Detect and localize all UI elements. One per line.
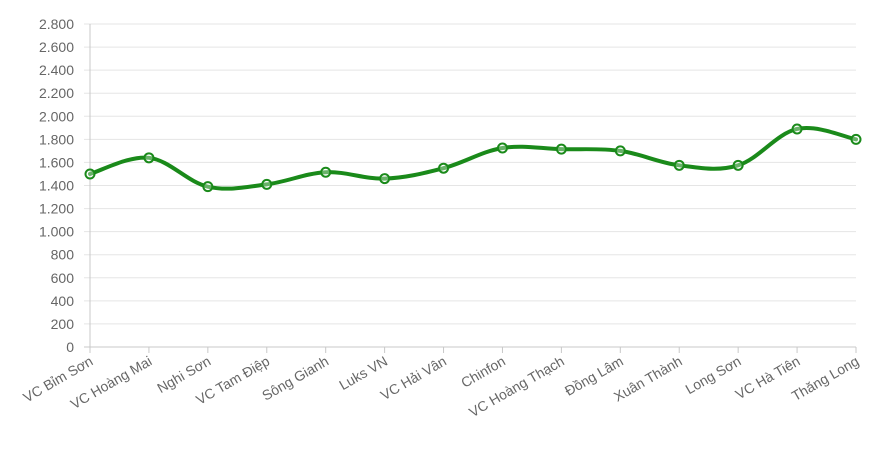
data-point[interactable] <box>143 152 155 164</box>
data-point[interactable] <box>261 178 273 190</box>
data-point[interactable] <box>791 123 803 135</box>
data-point[interactable] <box>673 159 685 171</box>
y-axis-ticks: 0 200 400 600 800 1.000 1.200 1.400 1.600 1.800 2.… <box>39 16 74 355</box>
y-tick-label: 800 <box>51 247 75 263</box>
y-tick-label: 2.000 <box>39 108 74 124</box>
y-tick-label: 1.800 <box>39 131 74 147</box>
data-point[interactable] <box>732 159 744 171</box>
y-tick-label: 1.400 <box>39 178 74 194</box>
x-tick-label: Chinfon <box>458 353 508 391</box>
y-tick-label: 2.600 <box>39 39 74 55</box>
y-tick-label: 0 <box>66 339 74 355</box>
data-point[interactable] <box>555 143 567 155</box>
data-point[interactable] <box>379 173 391 185</box>
series-layer <box>84 123 862 193</box>
series-line <box>88 126 858 191</box>
y-tick-label: 1.000 <box>39 224 74 240</box>
axes <box>84 24 857 353</box>
y-tick-label: 1.600 <box>39 154 74 170</box>
y-tick-label: 2.200 <box>39 85 74 101</box>
y-tick-label: 1.200 <box>39 201 74 217</box>
x-tick-label: VC Hải Vân <box>378 353 449 403</box>
data-point[interactable] <box>850 133 862 145</box>
y-tick-label: 2.400 <box>39 62 74 78</box>
y-tick-label: 400 <box>51 293 75 309</box>
data-point[interactable] <box>202 181 214 193</box>
y-tick-label: 600 <box>51 270 75 286</box>
gridlines <box>84 23 856 348</box>
x-tick-label: Thăng Long <box>789 353 862 404</box>
data-point[interactable] <box>438 162 450 174</box>
y-tick-label: 2.800 <box>39 16 74 32</box>
data-point[interactable] <box>320 166 332 178</box>
y-tick-label: 200 <box>51 316 75 332</box>
data-point[interactable] <box>614 145 626 157</box>
x-tick-label: Sông Gianh <box>259 353 331 404</box>
data-point[interactable] <box>496 142 508 154</box>
data-point[interactable] <box>84 168 96 180</box>
